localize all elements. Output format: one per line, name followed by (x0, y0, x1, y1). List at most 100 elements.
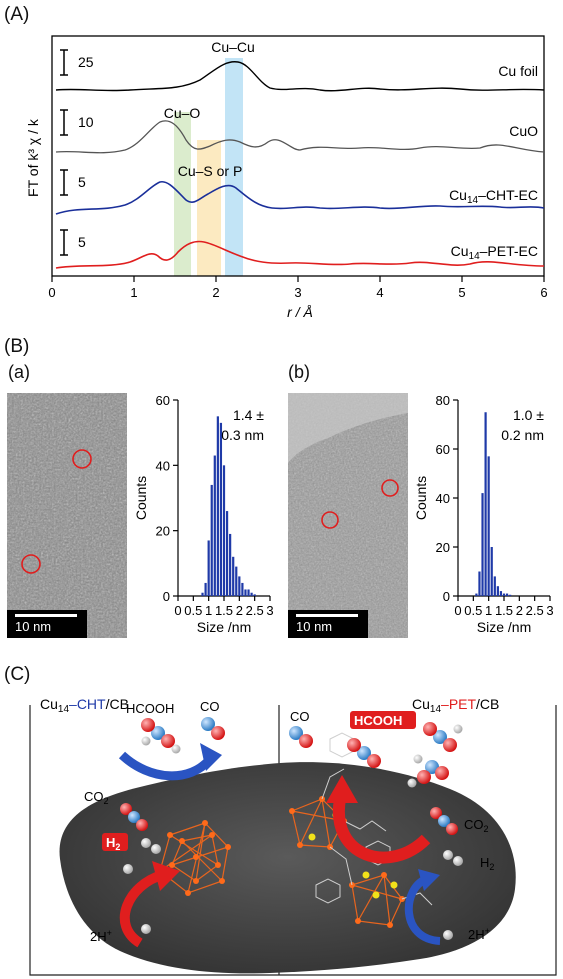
hist-x-tick-label: 1 (205, 603, 212, 618)
scale-label-cuo: 10 (78, 114, 94, 130)
exafs-xtick-label: 3 (294, 285, 301, 300)
hist-x-tick-label: 3 (546, 603, 553, 618)
proton-left (123, 864, 151, 934)
hist-y-tick-label: 40 (156, 458, 170, 473)
hist-ylabel: Counts (133, 476, 149, 520)
exafs-xtick-label: 2 (212, 285, 219, 300)
hist-bar (499, 591, 503, 596)
label-hcooh-left: HCOOH (126, 701, 174, 716)
hist-bar (219, 422, 223, 596)
molecule-co-left (201, 717, 225, 740)
hist-y-tick-label: 20 (156, 524, 170, 539)
hist-x-tick-label: 3 (266, 603, 273, 618)
hist-bar (244, 589, 247, 596)
peak-label-cu-o: Cu–O (164, 105, 201, 121)
exafs-scale-bars (60, 49, 68, 256)
label-2h-plus-left: 2H+ (90, 928, 112, 944)
hist-y-tick-label: 0 (443, 589, 450, 604)
curve-cu-foil (55, 61, 545, 92)
label-h2-right: H2 (480, 855, 494, 872)
hist-bar (481, 493, 484, 596)
hist-annotation: 1.4 ± (233, 407, 264, 423)
hist-bar (241, 582, 244, 596)
svg-text:HCOOH: HCOOH (354, 713, 402, 728)
hist-annotation: 1.0 ± (513, 407, 544, 423)
scheme-frame (29, 705, 557, 976)
particle-marker (21, 554, 41, 574)
particle-marker (72, 449, 92, 469)
exafs-xticks (51, 276, 545, 282)
tem-image-a: 10 nm (7, 393, 127, 638)
hist-bar (222, 465, 226, 596)
molecule-hcooh-left (141, 718, 181, 754)
hist-ylabel: Counts (413, 476, 429, 520)
scale-bar-b: 10 nm (288, 610, 368, 638)
hist-x-tick-label: 2 (236, 603, 243, 618)
panel-label-b-a: (a) (8, 362, 30, 382)
peak-label-cu-s-or-p: Cu–S or P (178, 163, 243, 179)
peak-label-cu-cu: Cu–Cu (211, 39, 255, 55)
hist-x-tick-label: 0 (454, 603, 461, 618)
tem-image-b: 10 nm (288, 393, 408, 638)
band-cu-cu (225, 58, 243, 276)
label-co-right: CO (290, 709, 310, 724)
band-cu-s-p (197, 140, 221, 276)
arrow-left-co2 (118, 751, 214, 781)
panel-label-b: (B) (4, 336, 30, 357)
exafs-xtick-label: 6 (540, 285, 547, 300)
panel-label-b-b: (b) (288, 362, 310, 382)
hist-bar (216, 416, 219, 596)
hist-x-tick-label: 2.5 (526, 603, 544, 618)
svg-text:H2: H2 (106, 835, 120, 852)
particle-marker (381, 479, 399, 497)
molecule-co-right (289, 726, 313, 748)
particle-marker (321, 511, 339, 529)
hist-bar (229, 533, 232, 596)
label-co2-left: CO2 (84, 789, 109, 806)
hist-bar (204, 582, 207, 596)
hist-y-tick-label: 60 (156, 393, 170, 408)
exafs-xtick-label: 1 (130, 285, 137, 300)
arrow-left-h (119, 870, 164, 948)
proton-right (443, 930, 453, 940)
hist-bar (505, 593, 509, 596)
hist-y-tick-label: 80 (436, 393, 450, 408)
hist-bar (478, 571, 481, 596)
label-hcooh-right-badge: HCOOH (350, 711, 416, 729)
scale-label-cufoil: 25 (78, 54, 94, 70)
scale-bar-label: 10 nm (296, 619, 333, 634)
arrow-head (326, 775, 358, 803)
scheme-title-left: Cu14–CHT/CB (40, 696, 129, 715)
hist-bar (207, 540, 210, 596)
sample-label-cuo: CuO (509, 123, 538, 139)
panel-label-c: (C) (4, 664, 31, 685)
hist-bar (201, 592, 204, 596)
arrow-head (200, 743, 222, 771)
exafs-ylabel: FT of k³ χ / k (25, 118, 41, 197)
arrow-right-co2 (332, 797, 431, 864)
curve-cuo (55, 120, 545, 154)
scale-label-pet: 5 (78, 234, 86, 250)
hist-x-tick-label: 2 (516, 603, 523, 618)
hist-y-tick-label: 0 (163, 589, 170, 604)
hist-x-tick-label: 1.5 (215, 603, 233, 618)
arrow-head (418, 869, 440, 891)
scheme-title-right: Cu14–PET/CB (412, 696, 499, 715)
panel-label-a: (A) (4, 4, 30, 25)
hist-bar (509, 594, 512, 596)
exafs-xtick-label: 4 (376, 285, 383, 300)
hist-bar (225, 511, 229, 596)
hist-bar (238, 576, 241, 596)
exafs-xtick-label: 0 (48, 285, 55, 300)
hist-bar (493, 576, 496, 596)
label-co-left: CO (200, 699, 220, 714)
hist-bar (213, 455, 216, 596)
sample-label-cht: Cu14–CHT-EC (449, 187, 538, 206)
hist-bar (496, 586, 499, 596)
curve-cu14-pet-ec (55, 240, 545, 269)
band-cu-o (174, 112, 191, 276)
hist-y-tick-label: 20 (436, 540, 450, 555)
hist-bar (253, 594, 256, 596)
exafs-plot: 0 1 2 3 4 5 6 r / Å FT of k³ χ / k 25 10… (25, 35, 548, 320)
